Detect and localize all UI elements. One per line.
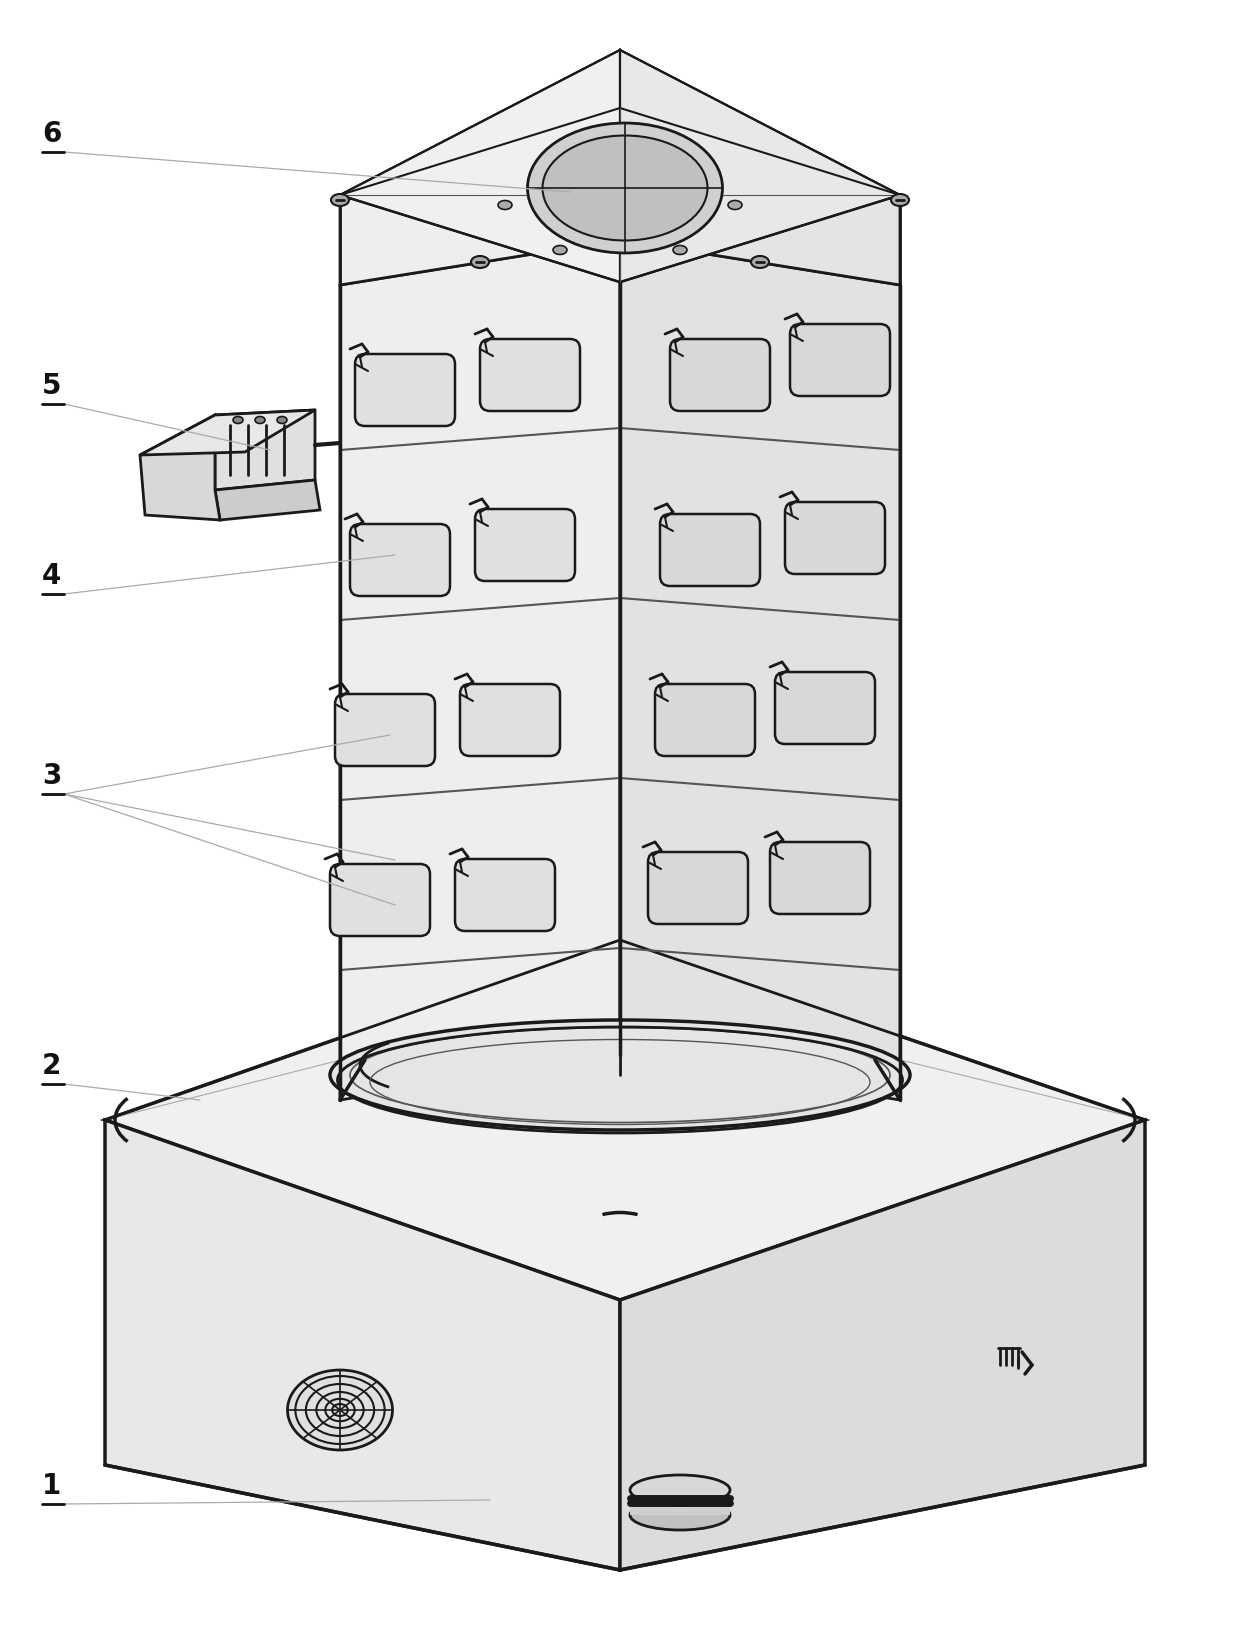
Ellipse shape <box>330 1020 910 1129</box>
Ellipse shape <box>498 201 512 209</box>
Polygon shape <box>340 194 620 286</box>
Text: 1: 1 <box>42 1472 61 1500</box>
Text: 6: 6 <box>42 121 61 149</box>
FancyBboxPatch shape <box>455 858 556 930</box>
Ellipse shape <box>277 416 286 423</box>
Polygon shape <box>340 51 620 282</box>
Ellipse shape <box>233 416 243 423</box>
Polygon shape <box>140 410 315 455</box>
Text: 4: 4 <box>42 561 61 591</box>
Polygon shape <box>620 240 900 1100</box>
Text: 5: 5 <box>42 372 62 400</box>
Polygon shape <box>630 1490 730 1514</box>
Polygon shape <box>620 194 900 286</box>
FancyBboxPatch shape <box>790 325 890 397</box>
Polygon shape <box>105 940 1145 1301</box>
Polygon shape <box>340 51 620 194</box>
Ellipse shape <box>892 194 909 206</box>
Ellipse shape <box>673 245 687 255</box>
FancyBboxPatch shape <box>785 503 885 574</box>
Ellipse shape <box>630 1475 730 1505</box>
Ellipse shape <box>543 135 708 240</box>
FancyBboxPatch shape <box>330 863 430 937</box>
Ellipse shape <box>728 201 742 209</box>
Polygon shape <box>215 410 315 490</box>
Polygon shape <box>105 1120 620 1570</box>
FancyBboxPatch shape <box>670 339 770 411</box>
Ellipse shape <box>331 194 348 206</box>
Ellipse shape <box>471 256 489 268</box>
FancyBboxPatch shape <box>475 509 575 581</box>
FancyBboxPatch shape <box>775 672 875 744</box>
Polygon shape <box>140 415 219 521</box>
FancyBboxPatch shape <box>480 339 580 411</box>
Ellipse shape <box>630 1500 730 1531</box>
Text: 2: 2 <box>42 1053 61 1080</box>
FancyBboxPatch shape <box>460 684 560 756</box>
Ellipse shape <box>553 245 567 255</box>
Ellipse shape <box>288 1369 393 1449</box>
FancyBboxPatch shape <box>649 852 748 924</box>
Polygon shape <box>340 240 620 1100</box>
FancyBboxPatch shape <box>350 524 450 596</box>
Polygon shape <box>215 480 320 521</box>
Ellipse shape <box>255 416 265 423</box>
FancyBboxPatch shape <box>355 354 455 426</box>
FancyBboxPatch shape <box>335 694 435 765</box>
FancyBboxPatch shape <box>655 684 755 756</box>
FancyBboxPatch shape <box>770 842 870 914</box>
Text: 3: 3 <box>42 762 61 790</box>
Ellipse shape <box>527 122 723 253</box>
Ellipse shape <box>751 256 769 268</box>
Polygon shape <box>620 1120 1145 1570</box>
Polygon shape <box>620 51 900 282</box>
FancyBboxPatch shape <box>660 514 760 586</box>
Polygon shape <box>620 51 900 194</box>
